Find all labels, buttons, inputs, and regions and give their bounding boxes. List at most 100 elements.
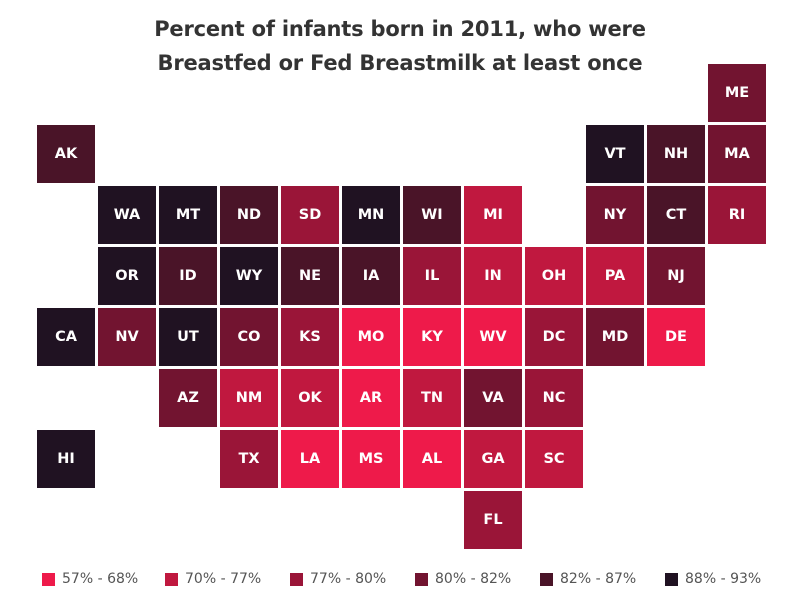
state-label: MI (483, 207, 503, 223)
state-tile-mn: MN (342, 186, 400, 244)
legend-label: 82% - 87% (560, 571, 637, 587)
state-tile-az: AZ (159, 369, 217, 427)
state-tile-ma: MA (708, 125, 766, 183)
state-label: TN (420, 390, 444, 406)
state-label: DC (542, 329, 566, 345)
state-label: IL (424, 268, 440, 284)
tile-map: ME AK VT NH MA WA MT ND SD MN WI MI NY CT RI OR ID WY NE IA… (37, 64, 766, 549)
state-tile-wv: WV (464, 308, 522, 366)
state-label: ND (236, 207, 262, 223)
state-tile-ak: AK (37, 125, 95, 183)
state-tile-md: MD (586, 308, 644, 366)
legend-item: 88% - 93% (665, 571, 761, 587)
state-tile-mi: MI (464, 186, 522, 244)
legend-item: 77% - 80% (290, 571, 386, 587)
state-tile-nd: ND (220, 186, 278, 244)
legend-swatch (42, 572, 55, 586)
state-tile-il: IL (403, 247, 461, 305)
state-tile-ks: KS (281, 308, 339, 366)
legend-item: 80% - 82% (415, 571, 511, 587)
state-tile-de: DE (647, 308, 705, 366)
state-tile-ia: IA (342, 247, 400, 305)
state-label: IN (484, 268, 502, 284)
state-label: MO (357, 329, 385, 345)
legend: 57% - 68% 70% - 77% 77% - 80% 80% - 82% 82% … (0, 571, 800, 593)
legend-swatch (165, 572, 178, 586)
state-tile-ri: RI (708, 186, 766, 244)
legend-label: 88% - 93% (685, 571, 762, 587)
state-tile-ct: CT (647, 186, 705, 244)
state-tile-dc: DC (525, 308, 583, 366)
state-label: AR (359, 390, 383, 406)
state-label: OH (541, 268, 567, 284)
state-tile-in: IN (464, 247, 522, 305)
state-label: MD (601, 329, 629, 345)
state-label: MA (724, 146, 750, 162)
state-tile-nc: NC (525, 369, 583, 427)
state-label: OK (298, 390, 322, 406)
legend-item: 70% - 77% (165, 571, 261, 587)
state-tile-ga: GA (464, 430, 522, 488)
chart-title-line-1: Percent of infants born in 2011, who wer… (154, 17, 646, 41)
state-tile-tx: TX (220, 430, 278, 488)
state-label: NC (542, 390, 566, 406)
state-label: SC (543, 451, 565, 467)
state-tile-ny: NY (586, 186, 644, 244)
state-tile-ne: NE (281, 247, 339, 305)
legend-swatch (415, 572, 428, 586)
state-tile-ar: AR (342, 369, 400, 427)
state-tile-la: LA (281, 430, 339, 488)
state-tile-va: VA (464, 369, 522, 427)
state-tile-pa: PA (586, 247, 644, 305)
state-tile-fl: FL (464, 491, 522, 549)
state-tile-co: CO (220, 308, 278, 366)
state-tile-wi: WI (403, 186, 461, 244)
state-label: WV (479, 329, 507, 345)
chart-title-line-2: Breastfed or Fed Breastmilk at least onc… (157, 51, 643, 75)
chart-title: Percent of infants born in 2011, who wer… (0, 12, 800, 80)
state-tile-me: ME (708, 64, 766, 122)
state-label: VT (604, 146, 626, 162)
state-label: VA (482, 390, 504, 406)
state-label: AZ (177, 390, 199, 406)
state-label: MS (358, 451, 384, 467)
state-label: SD (298, 207, 322, 223)
state-label: OR (115, 268, 139, 284)
state-tile-ms: MS (342, 430, 400, 488)
state-label: WI (421, 207, 443, 223)
state-tile-al: AL (403, 430, 461, 488)
state-label: NY (603, 207, 627, 223)
state-label: UT (177, 329, 199, 345)
state-tile-ok: OK (281, 369, 339, 427)
legend-label: 77% - 80% (310, 571, 387, 587)
state-tile-id: ID (159, 247, 217, 305)
state-tile-mo: MO (342, 308, 400, 366)
state-label: RI (728, 207, 746, 223)
state-tile-or: OR (98, 247, 156, 305)
state-label: CO (237, 329, 261, 345)
state-label: WY (235, 268, 263, 284)
state-label: NE (298, 268, 322, 284)
state-label: NV (115, 329, 139, 345)
state-tile-tn: TN (403, 369, 461, 427)
legend-label: 80% - 82% (435, 571, 512, 587)
state-label: DE (665, 329, 687, 345)
legend-swatch (540, 572, 553, 586)
state-tile-nh: NH (647, 125, 705, 183)
state-label: KY (421, 329, 443, 345)
state-label: MT (175, 207, 201, 223)
state-label: KS (299, 329, 321, 345)
state-tile-sc: SC (525, 430, 583, 488)
state-label: AL (421, 451, 443, 467)
state-tile-ky: KY (403, 308, 461, 366)
state-label: IA (362, 268, 380, 284)
state-tile-sd: SD (281, 186, 339, 244)
state-tile-oh: OH (525, 247, 583, 305)
state-tile-nv: NV (98, 308, 156, 366)
state-label: HI (57, 451, 75, 467)
state-tile-mt: MT (159, 186, 217, 244)
state-label: LA (299, 451, 321, 467)
legend-item: 57% - 68% (42, 571, 138, 587)
state-label: FL (483, 512, 503, 528)
state-tile-ut: UT (159, 308, 217, 366)
